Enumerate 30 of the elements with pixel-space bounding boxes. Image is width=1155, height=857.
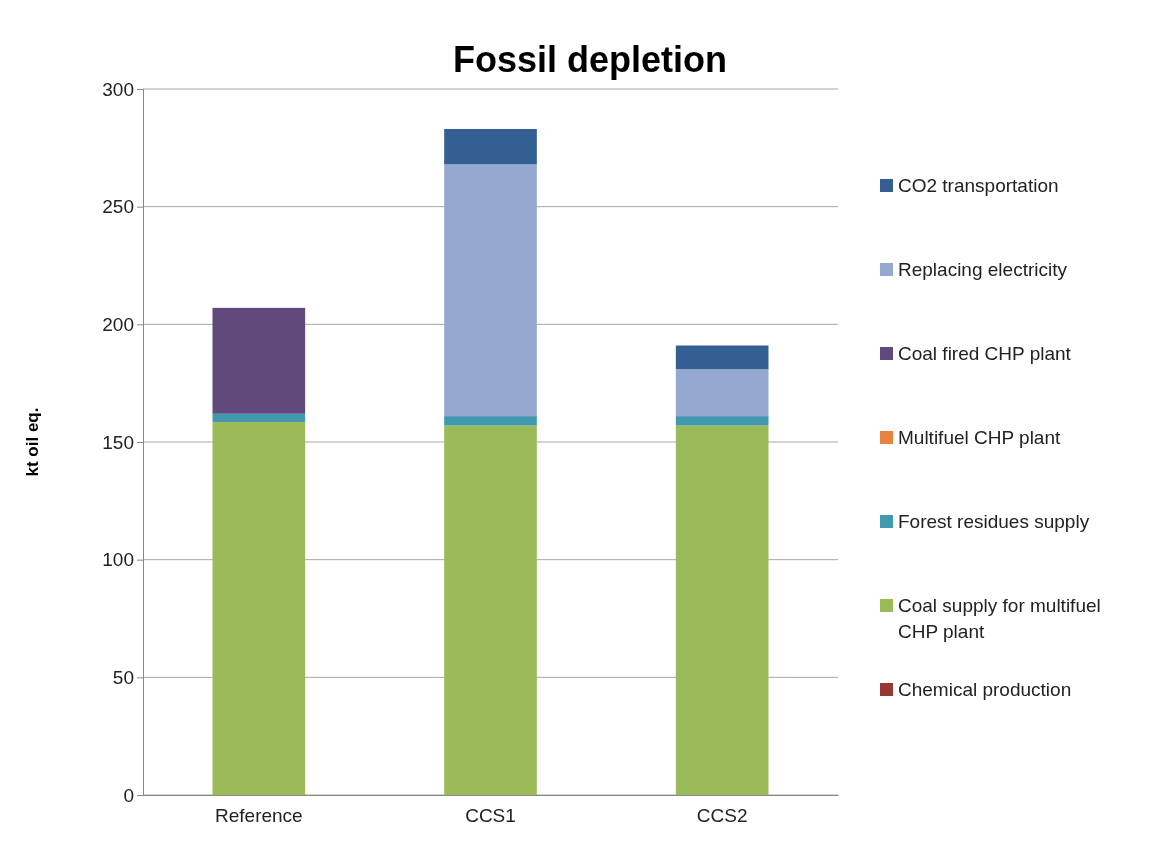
bar xyxy=(212,413,306,422)
bar xyxy=(675,425,769,795)
bar xyxy=(212,422,306,795)
legend-label: Coal fired CHP plant xyxy=(898,343,1072,364)
bar xyxy=(675,369,769,417)
bar xyxy=(444,164,537,417)
bar xyxy=(675,345,769,370)
y-axis-title: kt oil eq. xyxy=(23,407,42,477)
y-tick-label: 50 xyxy=(112,666,134,688)
legend-label: CO2 transportation xyxy=(898,175,1059,196)
legend-label: Replacing electricity xyxy=(898,259,1068,280)
y-tick-label: 100 xyxy=(102,549,134,571)
y-tick-label: 300 xyxy=(102,78,134,100)
x-tick-label: CCS1 xyxy=(465,805,516,827)
legend-label: Multifuel CHP plant xyxy=(898,427,1061,448)
x-tick-label: Reference xyxy=(215,805,303,827)
bar xyxy=(444,416,537,426)
legend-label: Forest residues supply xyxy=(898,511,1090,532)
y-tick-label: 250 xyxy=(102,196,134,218)
y-tick-label: 200 xyxy=(102,313,134,335)
bar xyxy=(444,425,537,795)
chart-title: Fossil depletion xyxy=(452,39,728,80)
y-tick-label: 150 xyxy=(102,431,134,453)
bar xyxy=(212,307,306,414)
bar xyxy=(675,416,769,426)
y-tick-label: 0 xyxy=(123,784,134,806)
bar xyxy=(444,129,537,165)
legend-label: Chemical production xyxy=(898,679,1072,700)
legend-label: Coal supply for multifuel CHP plant xyxy=(898,595,1101,642)
x-tick-label: CCS2 xyxy=(696,805,748,827)
